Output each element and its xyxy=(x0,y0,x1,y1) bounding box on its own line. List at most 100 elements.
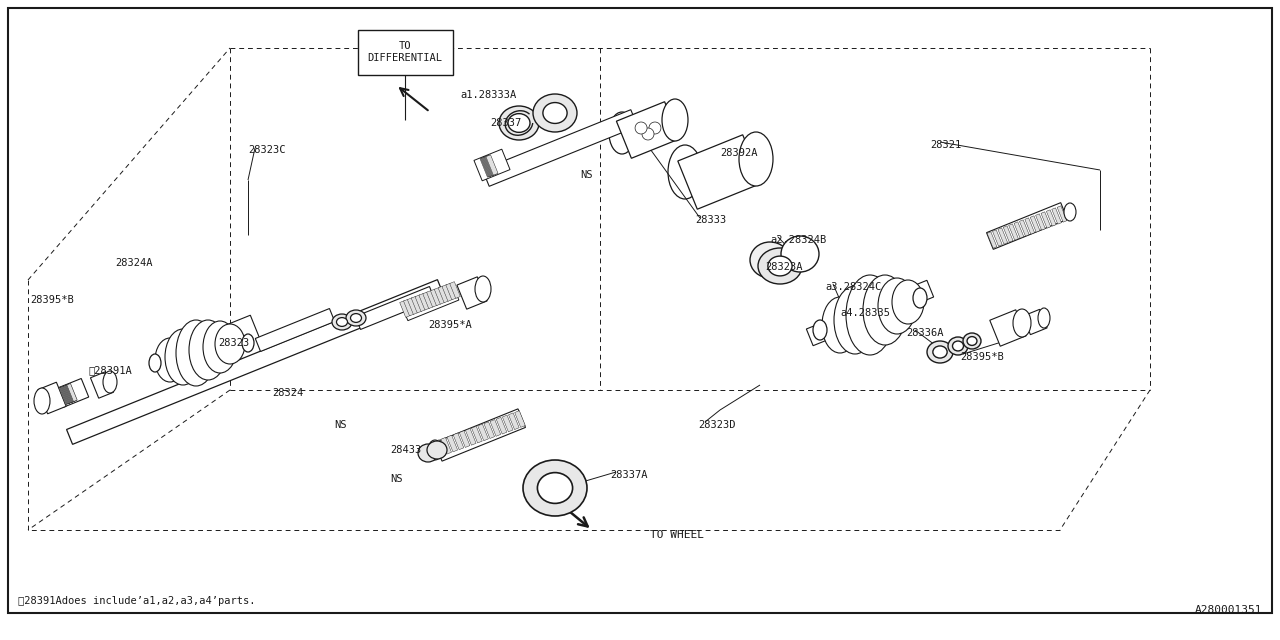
Polygon shape xyxy=(63,385,73,403)
Bar xyxy=(358,30,453,75)
Polygon shape xyxy=(65,384,76,402)
Polygon shape xyxy=(449,282,461,298)
Polygon shape xyxy=(442,285,453,301)
Polygon shape xyxy=(434,409,526,461)
Polygon shape xyxy=(484,156,495,176)
Polygon shape xyxy=(474,149,509,181)
Ellipse shape xyxy=(739,132,773,186)
Ellipse shape xyxy=(758,248,803,284)
Ellipse shape xyxy=(846,275,893,355)
Ellipse shape xyxy=(1038,308,1050,328)
Polygon shape xyxy=(484,156,495,176)
Ellipse shape xyxy=(177,320,216,386)
Ellipse shape xyxy=(768,256,792,276)
Text: 28324A: 28324A xyxy=(115,258,152,268)
Text: 28433: 28433 xyxy=(390,445,421,455)
Polygon shape xyxy=(483,109,637,186)
Polygon shape xyxy=(91,372,114,398)
Ellipse shape xyxy=(532,94,577,132)
Polygon shape xyxy=(502,415,513,432)
Polygon shape xyxy=(61,385,72,404)
Text: 28395*B: 28395*B xyxy=(960,352,1004,362)
Ellipse shape xyxy=(1064,203,1076,221)
Ellipse shape xyxy=(204,321,237,373)
Polygon shape xyxy=(998,228,1007,244)
Polygon shape xyxy=(59,386,70,404)
Text: a3.28324C: a3.28324C xyxy=(826,282,881,292)
Polygon shape xyxy=(480,157,492,177)
Text: NS: NS xyxy=(334,420,347,430)
Ellipse shape xyxy=(878,278,916,334)
Ellipse shape xyxy=(155,338,186,382)
Polygon shape xyxy=(64,385,74,403)
Polygon shape xyxy=(497,417,507,434)
Polygon shape xyxy=(989,310,1027,346)
Ellipse shape xyxy=(543,102,567,124)
Polygon shape xyxy=(483,156,494,177)
Polygon shape xyxy=(485,155,497,175)
Polygon shape xyxy=(430,289,442,306)
Text: 28337A: 28337A xyxy=(611,470,648,480)
Ellipse shape xyxy=(428,441,447,459)
Polygon shape xyxy=(1057,206,1066,222)
Ellipse shape xyxy=(1012,309,1030,337)
Ellipse shape xyxy=(215,324,244,364)
Ellipse shape xyxy=(948,337,968,355)
Ellipse shape xyxy=(419,444,438,462)
Polygon shape xyxy=(508,413,520,429)
Ellipse shape xyxy=(538,472,572,504)
Polygon shape xyxy=(483,156,495,176)
Polygon shape xyxy=(485,155,498,175)
Polygon shape xyxy=(1009,224,1019,240)
Polygon shape xyxy=(411,296,422,313)
Polygon shape xyxy=(255,308,334,351)
Polygon shape xyxy=(1023,309,1047,335)
Text: 28323C: 28323C xyxy=(248,145,285,155)
Ellipse shape xyxy=(165,329,201,385)
Ellipse shape xyxy=(927,341,954,363)
Polygon shape xyxy=(1014,222,1024,238)
Ellipse shape xyxy=(35,388,50,414)
Polygon shape xyxy=(1052,208,1061,224)
Polygon shape xyxy=(67,280,443,444)
Polygon shape xyxy=(422,292,434,308)
Polygon shape xyxy=(403,299,415,316)
Ellipse shape xyxy=(524,460,588,516)
Polygon shape xyxy=(617,102,680,158)
Polygon shape xyxy=(486,155,498,175)
Polygon shape xyxy=(67,383,77,402)
Ellipse shape xyxy=(892,280,924,324)
Ellipse shape xyxy=(952,341,964,351)
Polygon shape xyxy=(64,384,76,403)
Ellipse shape xyxy=(813,320,827,340)
Ellipse shape xyxy=(750,242,790,278)
Ellipse shape xyxy=(346,310,366,326)
Ellipse shape xyxy=(508,114,530,132)
Polygon shape xyxy=(356,287,435,330)
Polygon shape xyxy=(60,386,70,404)
Polygon shape xyxy=(61,385,72,403)
Ellipse shape xyxy=(337,317,347,326)
Polygon shape xyxy=(1025,218,1034,234)
Ellipse shape xyxy=(968,337,977,346)
Polygon shape xyxy=(678,135,762,209)
Polygon shape xyxy=(987,232,997,248)
Text: ㊅28391A: ㊅28391A xyxy=(88,365,132,375)
Polygon shape xyxy=(481,156,494,177)
Polygon shape xyxy=(195,316,265,375)
Ellipse shape xyxy=(475,276,492,302)
Polygon shape xyxy=(1019,220,1029,236)
Text: A280001351: A280001351 xyxy=(1194,605,1262,615)
Polygon shape xyxy=(63,385,73,403)
Ellipse shape xyxy=(351,314,361,323)
Text: 28324: 28324 xyxy=(273,388,303,398)
Ellipse shape xyxy=(863,275,908,345)
Text: 28323D: 28323D xyxy=(698,420,736,430)
Text: TO WHEEL: TO WHEEL xyxy=(650,530,704,540)
Ellipse shape xyxy=(933,346,947,358)
Polygon shape xyxy=(435,440,445,456)
Text: a1.28333A: a1.28333A xyxy=(460,90,516,100)
Ellipse shape xyxy=(428,440,442,460)
Polygon shape xyxy=(1036,214,1046,230)
Polygon shape xyxy=(490,420,500,436)
